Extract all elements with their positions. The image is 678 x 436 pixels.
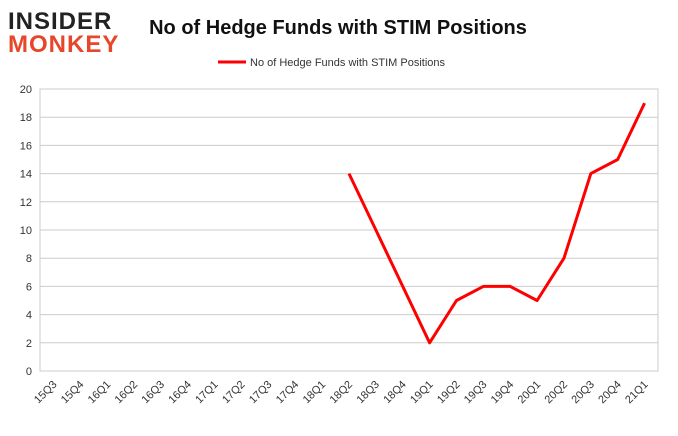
line-series bbox=[347, 102, 646, 345]
y-tick-label: 16 bbox=[20, 140, 32, 152]
y-tick-label: 10 bbox=[20, 225, 32, 237]
logo-bottom: MONKEY bbox=[8, 31, 119, 58]
y-tick-label: 6 bbox=[26, 281, 32, 293]
y-tick-label: 20 bbox=[20, 84, 32, 96]
y-tick-label: 4 bbox=[26, 310, 32, 322]
y-tick-label: 12 bbox=[20, 197, 32, 209]
y-tick-label: 8 bbox=[26, 253, 32, 265]
y-tick-label: 14 bbox=[20, 169, 32, 181]
y-tick-label: 2 bbox=[26, 338, 32, 350]
y-tick-label: 0 bbox=[26, 366, 32, 378]
y-tick-label: 18 bbox=[20, 112, 32, 124]
logo-top: INSIDER bbox=[8, 8, 112, 35]
chart-title: No of Hedge Funds with STIM Positions bbox=[149, 17, 527, 39]
legend-label: No of Hedge Funds with STIM Positions bbox=[250, 57, 446, 69]
